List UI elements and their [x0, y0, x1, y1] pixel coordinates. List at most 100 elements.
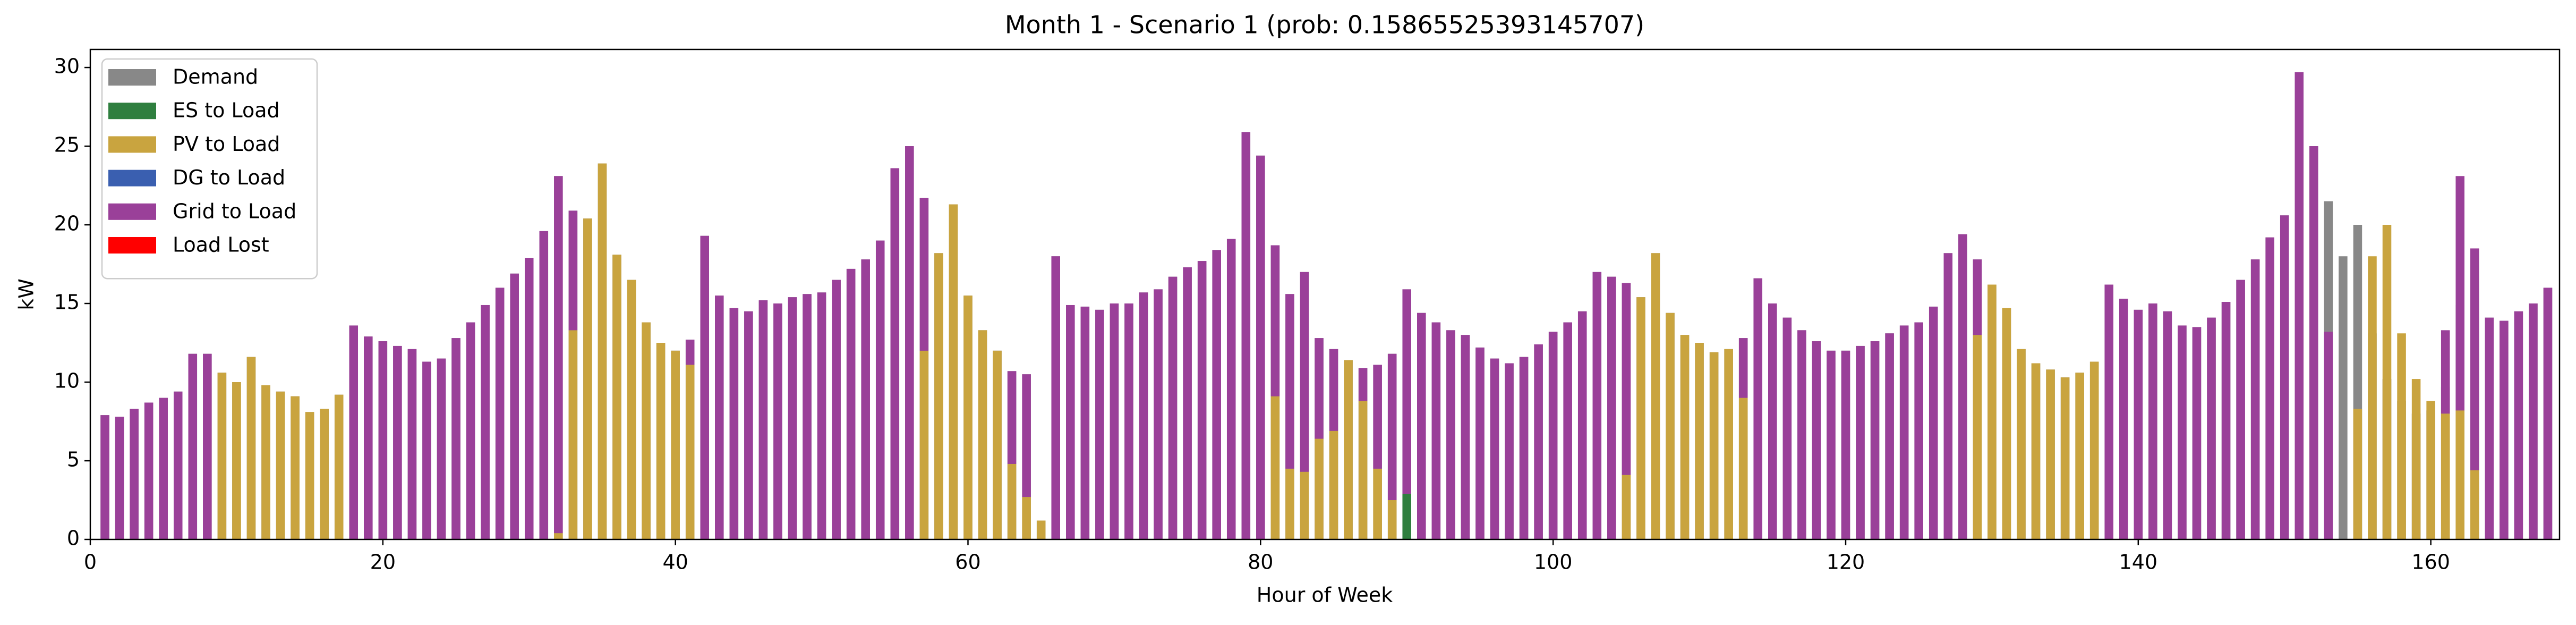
bar-segment: [2163, 311, 2172, 539]
bar-segment: [2309, 146, 2318, 539]
bar-segment: [832, 280, 841, 539]
bar-segment: [2134, 309, 2143, 539]
bar-segment: [217, 373, 227, 539]
legend-swatch: [108, 203, 156, 220]
bar-segment: [1958, 234, 1967, 539]
bar-segment: [1738, 398, 1748, 539]
bar-segment: [173, 391, 183, 539]
legend-label: Demand: [173, 65, 258, 89]
bar-segment: [1226, 239, 1236, 539]
x-tick-label: 120: [1827, 551, 1865, 574]
bar-segment: [554, 176, 563, 534]
bar-segment: [905, 146, 914, 539]
bar-segment: [1490, 358, 1499, 539]
bar-segment: [1695, 343, 1704, 539]
legend-swatch: [108, 136, 156, 153]
bar-segment: [1914, 322, 1923, 539]
bar-segment: [1256, 155, 1265, 539]
bar-segment: [1022, 374, 1031, 497]
bar-segment: [2017, 349, 2026, 539]
bar-segment: [1270, 245, 1280, 396]
bar-segment: [1797, 330, 1806, 539]
bar-segment: [1417, 312, 1426, 539]
bar-segment: [568, 330, 578, 539]
bar-segment: [1738, 338, 1748, 398]
bar-segment: [1592, 272, 1602, 539]
bar-segment: [846, 268, 856, 539]
bar-segment: [1943, 253, 1953, 540]
bar-segment: [1812, 341, 1821, 539]
bar-segment: [817, 292, 826, 539]
x-tick-label: 40: [662, 551, 688, 574]
bar-segment: [758, 300, 768, 539]
bar-segment: [407, 349, 417, 539]
bar-segment: [2148, 303, 2157, 539]
bar-segment: [2192, 327, 2202, 539]
bar-segment: [642, 322, 651, 539]
bar-segment: [1387, 500, 1397, 539]
bar-segment: [1446, 330, 1455, 539]
bar-segment: [2441, 330, 2450, 414]
bar-segment: [2353, 409, 2362, 539]
legend-swatch: [108, 103, 156, 120]
bar-segment: [1285, 294, 1294, 469]
bar-segment: [963, 295, 973, 539]
bar-segment: [744, 311, 753, 539]
bar-segment: [1007, 463, 1017, 539]
x-tick-label: 60: [955, 551, 980, 574]
bar-segment: [2529, 303, 2538, 539]
bar-segment: [2514, 311, 2523, 539]
bar-segment: [1315, 338, 1324, 439]
bar-segment: [2500, 320, 2509, 539]
bar-segment: [1885, 333, 1894, 539]
bar-segment: [1622, 283, 1631, 475]
plot-frame: [89, 48, 2561, 540]
y-tick-label: 5: [67, 448, 80, 471]
bar-segment: [510, 273, 519, 539]
bar-segment: [2470, 470, 2479, 539]
bar-segment: [1753, 278, 1762, 539]
bar-segment: [524, 258, 534, 539]
bar-segment: [1461, 335, 1470, 539]
bar-segment: [627, 280, 636, 539]
bar-segment: [2485, 317, 2494, 539]
bar-segment: [729, 308, 739, 539]
bar-segment: [1168, 276, 1178, 539]
bar-segment: [1870, 341, 1880, 539]
bar-segment: [1402, 494, 1411, 539]
bar-segment: [1285, 468, 1294, 539]
bar-segment: [1329, 349, 1338, 431]
bar-segment: [949, 204, 958, 539]
bar-segment: [1988, 284, 1997, 539]
bar-segment: [203, 353, 212, 539]
bar-segment: [1183, 267, 1192, 539]
bar-segment: [1080, 306, 1090, 539]
legend-label: PV to Load: [173, 132, 280, 156]
bar-segment: [2119, 299, 2128, 539]
bar-segment: [1387, 353, 1397, 501]
bar-segment: [1666, 312, 1675, 539]
legend: Demand ES to Load PV to Load DG to Load Grid…: [101, 58, 318, 280]
bar-segment: [437, 358, 446, 539]
bar-segment: [1197, 261, 1207, 539]
bar-segment: [115, 417, 124, 539]
bar-segment: [1402, 289, 1411, 494]
x-tick-label: 20: [370, 551, 396, 574]
bar-segment: [685, 340, 695, 365]
bar-segment: [320, 409, 329, 539]
bar-segment: [773, 303, 782, 539]
bar-segment: [583, 218, 592, 540]
bar-segment: [130, 409, 139, 539]
bar-segment: [2089, 361, 2099, 539]
y-tick-label: 0: [67, 527, 80, 550]
bar-segment: [803, 294, 812, 539]
bar-segment: [261, 385, 270, 539]
bar-segment: [1563, 322, 1572, 539]
bar-segment: [378, 341, 388, 539]
bar-segment: [861, 259, 870, 540]
bar-segment: [2543, 288, 2553, 539]
bar-segment: [554, 533, 563, 539]
bar-segment: [481, 305, 490, 539]
